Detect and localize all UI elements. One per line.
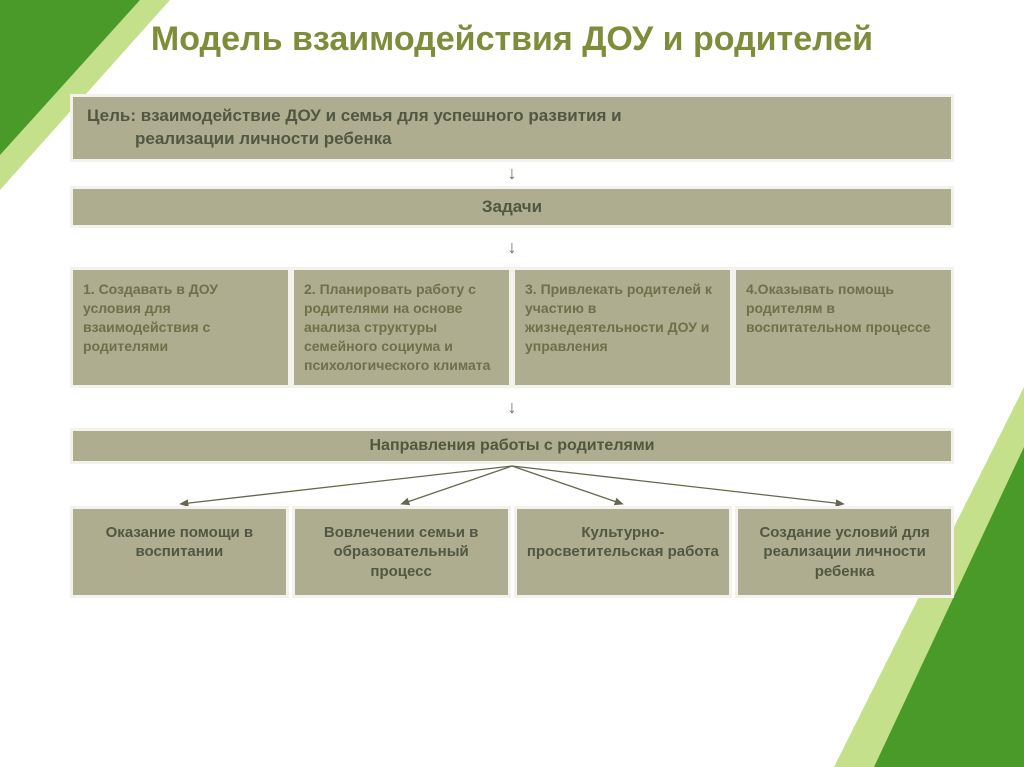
tasks-header: Задачи bbox=[70, 186, 954, 228]
dir-cell-2: Вовлечении семьи в образовательный проце… bbox=[292, 506, 511, 599]
dir-cell-4: Создание условий для реализации личности… bbox=[735, 506, 954, 599]
page-title: Модель взаимодействия ДОУ и родителей bbox=[70, 20, 954, 59]
directions-row: Оказание помощи в воспитании Вовлечении … bbox=[70, 506, 954, 599]
task-cell-4: 4.Оказывать помощь родителям в воспитате… bbox=[733, 267, 954, 387]
directions-header: Направления работы с родителями bbox=[70, 428, 954, 464]
tasks-row: 1. Создавать в ДОУ условия для взаимодей… bbox=[70, 267, 954, 387]
dir-cell-3: Культурно-просветительская работа bbox=[514, 506, 733, 599]
arrow-down-1: ↓ bbox=[70, 164, 954, 184]
arrow-down-3: ↓ bbox=[70, 398, 954, 418]
task-cell-3: 3. Привлекать родителей к участию в жизн… bbox=[512, 267, 733, 387]
dir-cell-1: Оказание помощи в воспитании bbox=[70, 506, 289, 599]
arrows-fan bbox=[70, 464, 954, 506]
goal-box: Цель: взаимодействие ДОУ и семья для усп… bbox=[70, 94, 954, 162]
goal-line2: реализации личности ребенка bbox=[87, 128, 937, 151]
task-cell-1: 1. Создавать в ДОУ условия для взаимодей… bbox=[70, 267, 291, 387]
arrow-down-2: ↓ bbox=[70, 238, 954, 258]
task-cell-2: 2. Планировать работу с родителями на ос… bbox=[291, 267, 512, 387]
goal-line1: Цель: взаимодействие ДОУ и семья для усп… bbox=[87, 105, 937, 128]
